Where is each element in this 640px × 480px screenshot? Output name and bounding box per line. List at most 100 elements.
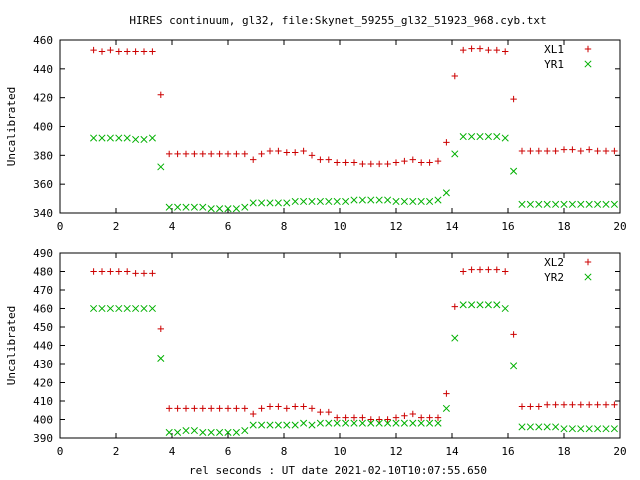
data-point-xl2-13 bbox=[199, 405, 206, 412]
data-point-yr1-9 bbox=[165, 203, 173, 211]
chart-panel-1: 0 2 4 6 8 10 12 14 16 18 20 340 360 380 400 420 440 460 Un… bbox=[5, 34, 627, 233]
data-point-yr1-6 bbox=[140, 135, 148, 144]
data-point-yr1-40 bbox=[426, 197, 434, 206]
data-point-yr2-9 bbox=[165, 428, 173, 437]
data-point-yr1-20 bbox=[258, 199, 266, 207]
data-point-xl1-11 bbox=[182, 150, 190, 158]
data-point-yr1-25 bbox=[300, 197, 308, 206]
data-point-xl1-16 bbox=[224, 150, 232, 158]
x-tick-label-2-5: 10 bbox=[333, 445, 346, 458]
data-point-xl2-18 bbox=[241, 405, 248, 412]
data-point-xl1-30 bbox=[342, 159, 349, 166]
data-point-yr2-8 bbox=[157, 354, 165, 363]
data-point-yr1-45 bbox=[468, 133, 476, 141]
data-point-yr1-15 bbox=[216, 205, 224, 213]
data-point-yr2-28 bbox=[325, 419, 333, 427]
data-point-yr2-23 bbox=[283, 421, 291, 429]
data-point-xl1-5 bbox=[132, 48, 139, 55]
data-point-yr1-12 bbox=[190, 203, 198, 211]
data-point-xl1-55 bbox=[552, 147, 559, 155]
data-point-xl1-57 bbox=[569, 146, 576, 153]
legend-label-yr2: YR2 bbox=[544, 271, 564, 284]
data-point-yr2-40 bbox=[426, 419, 434, 427]
y-tick-label-2-0: 390 bbox=[33, 432, 53, 445]
data-point-yr1-34 bbox=[375, 196, 383, 204]
y-tick-label-2-2: 410 bbox=[33, 395, 53, 408]
data-point-xl1-20 bbox=[258, 150, 265, 158]
x-tick-label-2-2: 4 bbox=[169, 445, 176, 458]
data-point-xl1-8 bbox=[157, 91, 164, 98]
data-point-xl2-62 bbox=[611, 401, 618, 408]
y-tick-label-1-0: 340 bbox=[33, 207, 53, 220]
data-point-yr2-37 bbox=[400, 419, 408, 427]
x-tick-label-1-2: 4 bbox=[169, 220, 176, 233]
data-point-yr1-53 bbox=[535, 200, 543, 208]
data-point-yr2-5 bbox=[132, 304, 140, 313]
data-point-yr1-18 bbox=[241, 203, 249, 211]
x-tick-label-2-10: 20 bbox=[613, 445, 626, 458]
data-point-yr2-6 bbox=[140, 304, 148, 313]
data-point-yr1-59 bbox=[585, 200, 593, 208]
x-tick-label-2-6: 12 bbox=[389, 445, 402, 458]
data-point-xl2-7 bbox=[149, 270, 156, 277]
data-point-xl1-51 bbox=[518, 147, 526, 155]
data-point-xl2-12 bbox=[191, 405, 198, 412]
data-point-xl1-28 bbox=[325, 156, 332, 163]
data-point-yr2-60 bbox=[594, 425, 602, 433]
data-point-yr2-45 bbox=[468, 301, 476, 309]
data-point-xl1-31 bbox=[350, 159, 358, 166]
data-point-yr1-4 bbox=[123, 134, 131, 142]
x-tick-label-1-1: 2 bbox=[113, 220, 120, 233]
data-point-yr1-47 bbox=[484, 133, 492, 141]
data-point-xl2-46 bbox=[476, 266, 484, 273]
data-point-xl1-14 bbox=[208, 150, 215, 158]
data-point-xl1-58 bbox=[577, 147, 584, 155]
data-point-yr1-54 bbox=[543, 200, 551, 208]
data-point-yr1-21 bbox=[266, 199, 274, 207]
data-point-yr2-10 bbox=[174, 428, 182, 437]
data-point-xl2-48 bbox=[493, 266, 500, 273]
data-point-yr1-61 bbox=[602, 200, 610, 208]
data-point-xl1-25 bbox=[300, 147, 307, 155]
data-point-xl2-15 bbox=[216, 405, 223, 412]
data-point-yr1-57 bbox=[568, 200, 576, 208]
data-point-xl2-20 bbox=[258, 405, 265, 412]
y-tick-label-2-9: 480 bbox=[33, 266, 53, 279]
x-tick-label-2-7: 14 bbox=[445, 445, 459, 458]
data-point-xl1-56 bbox=[560, 146, 568, 153]
data-point-yr1-10 bbox=[174, 203, 182, 211]
data-point-xl1-26 bbox=[308, 152, 316, 159]
data-point-xl2-60 bbox=[594, 401, 601, 408]
data-point-xl2-37 bbox=[401, 412, 408, 419]
data-point-xl1-2 bbox=[107, 46, 114, 54]
data-point-yr2-44 bbox=[459, 301, 467, 309]
data-point-xl2-2 bbox=[107, 268, 114, 275]
y-tick-label-1-3: 400 bbox=[33, 121, 53, 134]
y-tick-label-2-5: 440 bbox=[33, 340, 53, 353]
data-point-xl1-18 bbox=[241, 150, 248, 158]
data-point-xl1-42 bbox=[443, 139, 450, 146]
data-point-yr1-43 bbox=[451, 150, 459, 158]
data-point-xl2-44 bbox=[460, 268, 467, 275]
data-point-yr1-62 bbox=[610, 200, 618, 208]
data-point-xl2-57 bbox=[569, 401, 576, 408]
data-point-xl1-54 bbox=[544, 147, 551, 155]
data-point-xl1-47 bbox=[485, 46, 492, 54]
data-point-xl2-4 bbox=[124, 268, 131, 275]
data-point-yr1-33 bbox=[367, 196, 375, 204]
data-point-xl1-15 bbox=[216, 150, 223, 158]
data-point-yr1-48 bbox=[493, 133, 501, 141]
data-point-xl1-27 bbox=[317, 156, 324, 163]
y-tick-label-2-7: 460 bbox=[33, 303, 53, 316]
y-tick-label-2-10: 490 bbox=[33, 247, 53, 260]
data-point-yr2-42 bbox=[442, 404, 450, 412]
y-tick-label-1-4: 420 bbox=[33, 92, 53, 105]
x-tick-label-2-4: 8 bbox=[281, 445, 288, 458]
legend-marker-xl1 bbox=[584, 45, 592, 53]
data-point-yr1-29 bbox=[333, 197, 341, 206]
data-point-yr2-43 bbox=[451, 334, 459, 342]
data-point-xl1-39 bbox=[418, 159, 425, 166]
data-point-xl2-56 bbox=[560, 401, 568, 408]
data-point-yr2-39 bbox=[417, 419, 425, 427]
